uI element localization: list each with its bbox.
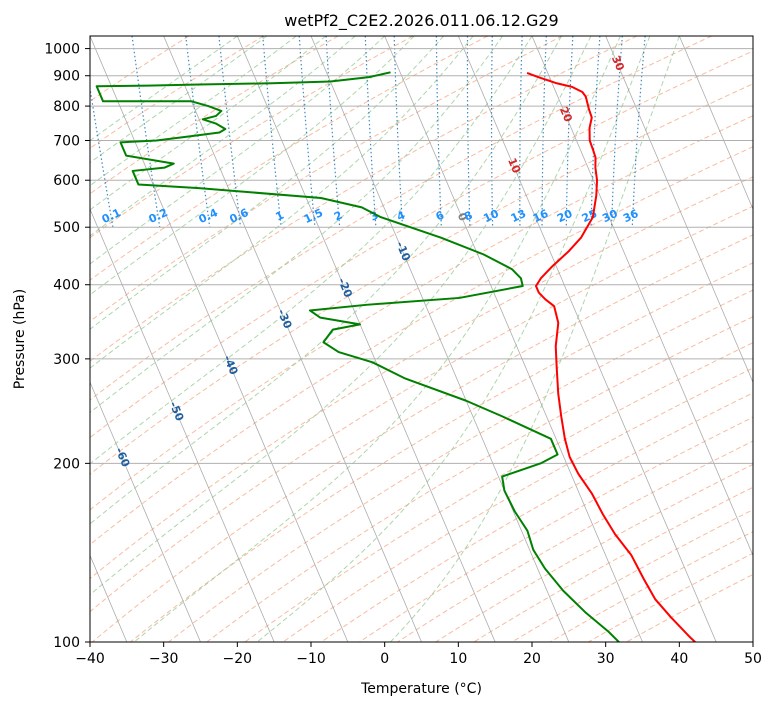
x-tick-label: 20 bbox=[523, 651, 541, 667]
isotherm-line bbox=[236, 36, 496, 642]
grid-lines bbox=[90, 48, 753, 642]
mixing-ratio-label: 10 bbox=[481, 207, 501, 225]
isotherm-line bbox=[163, 36, 422, 642]
x-tick-label: 30 bbox=[597, 651, 615, 667]
moist-adiabat-line bbox=[133, 36, 621, 642]
x-axis: −40 −30 −20 −10 0 10 20 30 40 50 bbox=[75, 642, 762, 667]
y-tick-label: 200 bbox=[53, 456, 80, 472]
moist-adiabat-line bbox=[390, 36, 680, 642]
y-tick-label: 1000 bbox=[44, 42, 80, 58]
mixing-ratio-label: 30 bbox=[600, 207, 620, 225]
mixing-ratio-label: 36 bbox=[621, 207, 641, 225]
isotherm-label: 20 bbox=[557, 105, 575, 124]
dry-adiabat-line bbox=[90, 36, 712, 401]
y-tick-label: 400 bbox=[53, 278, 80, 294]
profile-lines bbox=[95, 71, 697, 642]
moist-adiabat-line bbox=[90, 36, 474, 369]
isotherm-label: 30 bbox=[609, 54, 627, 73]
dry-adiabat-line bbox=[90, 83, 753, 475]
dry-adiabat-line bbox=[130, 262, 753, 642]
plot-frame bbox=[89, 35, 754, 643]
y-tick-label: 100 bbox=[53, 635, 80, 651]
dry-adiabat-line bbox=[91, 234, 753, 642]
x-tick-label: 10 bbox=[449, 651, 467, 667]
isotherm-line bbox=[384, 36, 643, 642]
dry-adiabat-line bbox=[90, 36, 264, 149]
isotherm-line bbox=[90, 208, 275, 642]
x-tick-label: 0 bbox=[380, 651, 389, 667]
dry-adiabat-line bbox=[473, 486, 753, 642]
isotherm-line bbox=[678, 36, 753, 211]
isotherm-line bbox=[531, 36, 753, 557]
y-tick-label: 500 bbox=[53, 220, 80, 236]
dry-adiabat-line bbox=[90, 146, 753, 546]
moist-adiabat-line bbox=[90, 36, 533, 465]
moist-adiabat-line bbox=[90, 36, 356, 237]
dry-adiabat-line bbox=[90, 205, 753, 613]
isotherm-line bbox=[605, 36, 753, 384]
moist-adiabat-line bbox=[90, 36, 297, 187]
y-axis: 100 200 300 400 500 600 700 800 900 1000 bbox=[44, 42, 90, 651]
mixing-ratio-label: 13 bbox=[509, 207, 528, 225]
x-tick-label: −20 bbox=[223, 651, 253, 667]
x-axis-label: Temperature (°C) bbox=[360, 681, 482, 697]
x-tick-label: 40 bbox=[670, 651, 688, 667]
y-tick-label: 700 bbox=[53, 133, 80, 149]
dry-adiabat-line bbox=[320, 392, 753, 642]
temperature-profile-line bbox=[526, 71, 697, 642]
mixing-ratio-label: 16 bbox=[531, 207, 551, 225]
y-tick-label: 800 bbox=[53, 99, 80, 115]
mixing-ratio-line bbox=[131, 36, 161, 228]
mixing-ratio-line bbox=[218, 36, 242, 228]
moist-adiabat-line bbox=[256, 36, 651, 642]
isotherm-line bbox=[457, 36, 717, 642]
chart-title: wetPf2_C2E2.2026.011.06.12.G29 bbox=[284, 11, 558, 31]
dry-adiabat-line bbox=[90, 50, 753, 439]
isotherm-line bbox=[90, 381, 201, 642]
dry-adiabat-line bbox=[359, 416, 753, 642]
x-tick-label: −40 bbox=[75, 651, 105, 667]
x-tick-label: 50 bbox=[744, 651, 762, 667]
dry-adiabat-line bbox=[90, 115, 753, 511]
mixing-ratio-line bbox=[185, 36, 211, 228]
y-tick-label: 600 bbox=[53, 173, 80, 189]
isotherm-label: 10 bbox=[505, 156, 523, 175]
y-tick-label: 300 bbox=[53, 352, 80, 368]
y-tick-label: 900 bbox=[53, 69, 80, 85]
isotherm-line bbox=[90, 36, 349, 642]
dry-adiabat-line bbox=[90, 36, 339, 195]
dry-adiabat-line bbox=[168, 289, 753, 642]
dry-adiabat-line bbox=[244, 342, 753, 642]
plot-background-lines bbox=[90, 36, 753, 642]
moist-adiabat-line bbox=[90, 36, 592, 596]
dry-adiabat-line bbox=[90, 36, 638, 362]
dry-adiabat-line bbox=[206, 316, 753, 642]
moist-adiabat-line bbox=[90, 36, 503, 414]
isotherm-line bbox=[310, 36, 570, 642]
x-tick-label: −30 bbox=[149, 651, 179, 667]
dry-adiabat-line bbox=[511, 509, 753, 642]
dry-adiabat-line bbox=[397, 440, 753, 642]
dry-adiabat-line bbox=[90, 36, 414, 239]
mixing-ratio-line bbox=[90, 84, 114, 228]
dewpoint-profile-line bbox=[95, 71, 621, 642]
x-tick-label: −10 bbox=[296, 651, 326, 667]
y-axis-label: Pressure (hPa) bbox=[12, 289, 28, 389]
mixing-ratio-label: 20 bbox=[555, 207, 575, 225]
